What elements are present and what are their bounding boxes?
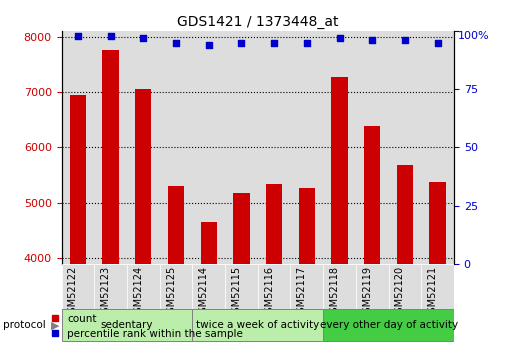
Text: every other day of activity: every other day of activity	[320, 319, 458, 329]
Bar	[388, 31, 421, 264]
Text: GSM52122: GSM52122	[68, 266, 78, 319]
Text: GSM52119: GSM52119	[362, 266, 372, 319]
Text: twice a week of activity: twice a week of activity	[196, 319, 320, 329]
Bar	[258, 31, 290, 264]
Bar	[299, 188, 315, 345]
Point	[205, 42, 213, 48]
Bar	[290, 264, 323, 309]
Bar	[389, 264, 421, 309]
Bar	[62, 309, 192, 341]
Point	[238, 40, 246, 46]
Text: GSM52115: GSM52115	[231, 266, 242, 319]
Bar	[135, 89, 151, 345]
Bar	[103, 50, 119, 345]
Bar	[225, 31, 258, 264]
Text: GSM52114: GSM52114	[199, 266, 209, 319]
Point	[139, 35, 147, 41]
Point	[172, 40, 180, 46]
Point	[107, 33, 115, 39]
Bar	[201, 222, 217, 345]
Point	[368, 38, 377, 43]
Bar	[225, 264, 258, 309]
Bar	[94, 31, 127, 264]
Text: 100%: 100%	[458, 31, 489, 41]
Text: GSM52117: GSM52117	[297, 266, 307, 319]
Bar	[429, 182, 446, 345]
Bar	[290, 31, 323, 264]
Text: GSM52116: GSM52116	[264, 266, 274, 319]
Text: GSM52125: GSM52125	[166, 266, 176, 319]
Bar	[397, 165, 413, 345]
Bar	[266, 184, 282, 345]
Text: GSM52120: GSM52120	[395, 266, 405, 319]
Bar	[323, 31, 356, 264]
Text: protocol: protocol	[3, 320, 45, 330]
Bar	[62, 31, 94, 264]
Bar	[323, 264, 356, 309]
Bar	[323, 309, 454, 341]
Bar	[192, 264, 225, 309]
Bar	[127, 264, 160, 309]
Legend: count, percentile rank within the sample: count, percentile rank within the sample	[46, 310, 247, 343]
Bar	[356, 31, 389, 264]
Bar	[421, 31, 454, 264]
Bar	[258, 264, 290, 309]
Bar	[160, 31, 192, 264]
Point	[303, 40, 311, 46]
Title: GDS1421 / 1373448_at: GDS1421 / 1373448_at	[177, 14, 339, 29]
Point	[401, 38, 409, 43]
Bar	[127, 31, 160, 264]
Bar	[62, 264, 94, 309]
Bar	[160, 264, 192, 309]
Bar	[94, 264, 127, 309]
Text: GSM52124: GSM52124	[133, 266, 143, 319]
Point	[336, 35, 344, 41]
Bar	[421, 264, 454, 309]
Bar	[356, 264, 389, 309]
Text: GSM52121: GSM52121	[428, 266, 438, 319]
Bar	[192, 31, 225, 264]
Text: GSM52118: GSM52118	[329, 266, 340, 319]
Bar	[168, 186, 184, 345]
Bar	[331, 77, 348, 345]
Bar	[364, 126, 381, 345]
Bar	[70, 95, 86, 345]
Text: ▶: ▶	[51, 320, 60, 330]
Text: GSM52123: GSM52123	[101, 266, 111, 319]
Bar	[233, 193, 250, 345]
Bar	[192, 309, 323, 341]
Point	[74, 33, 82, 39]
Point	[433, 40, 442, 46]
Text: sedentary: sedentary	[101, 319, 153, 329]
Point	[270, 40, 278, 46]
